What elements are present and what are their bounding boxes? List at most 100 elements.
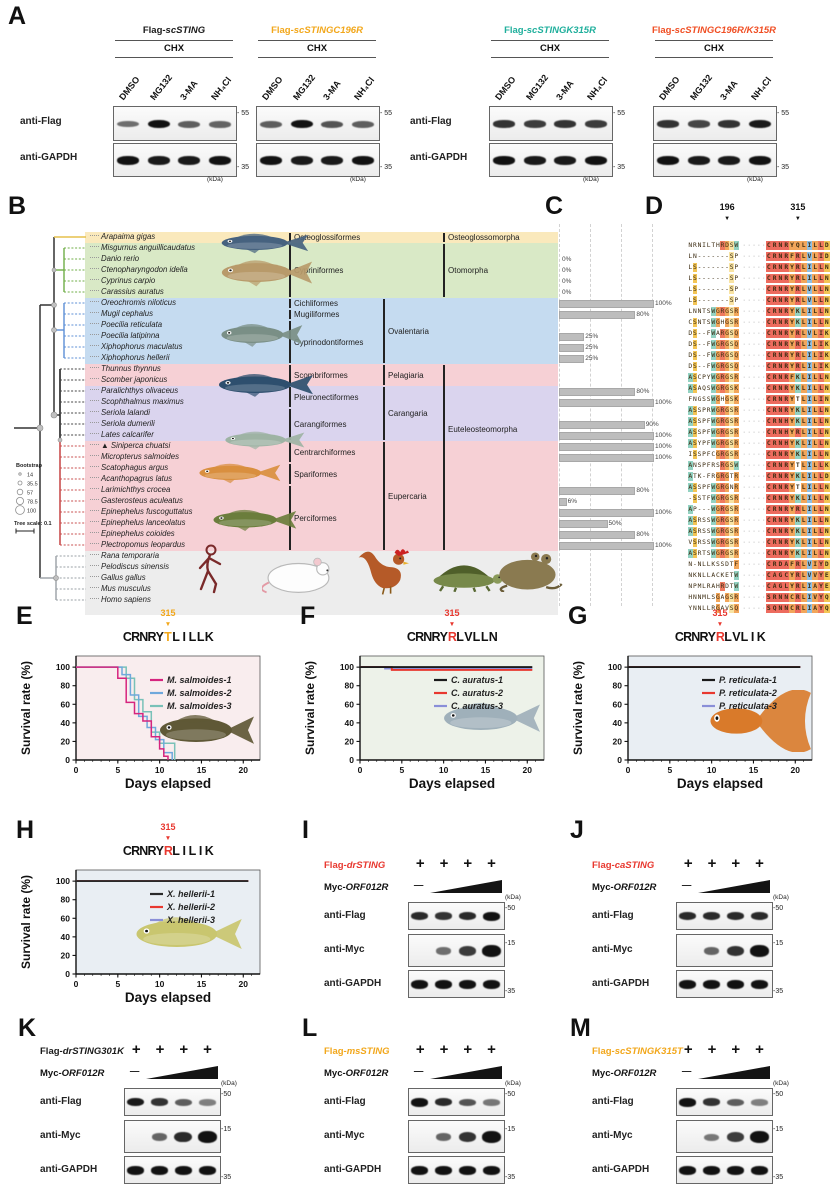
svg-text:C. auratus-2: C. auratus-2 <box>451 688 503 698</box>
residue: S <box>692 482 698 492</box>
residue: C <box>765 504 772 514</box>
leader-line <box>90 378 99 379</box>
residue: C <box>122 630 132 644</box>
residue: G <box>724 449 730 459</box>
survival-plot-H: 0 5 10 15 20 0 20 40 60 80 100 X. hellerii-1 X. hell… <box>19 869 261 1005</box>
title-underline <box>115 40 233 41</box>
residue: G <box>777 581 784 591</box>
residue: R <box>720 383 725 393</box>
residue: Q <box>823 603 830 613</box>
svg-text:57: 57 <box>27 491 33 497</box>
residue: N <box>692 604 697 612</box>
residue: R <box>783 295 790 305</box>
residue: T <box>795 395 800 403</box>
residue: N <box>697 318 702 326</box>
residue: - <box>697 252 702 260</box>
residue: I <box>806 416 813 426</box>
residue: R <box>771 383 778 393</box>
residue: N <box>783 603 790 613</box>
alignment-gap: ····· <box>742 517 768 524</box>
residue: L <box>818 548 824 558</box>
alignment-row: ASAQSWGRGSK ·····C R N R Y K L I L L N <box>688 375 830 394</box>
species-name: Acanthopagrus latus <box>90 474 172 484</box>
residue: R <box>771 438 778 448</box>
residue: G <box>715 482 721 492</box>
svg-text:Bootstrap: Bootstrap <box>16 463 43 469</box>
residue: L <box>800 383 807 393</box>
panel-k-label: K <box>18 1014 37 1042</box>
svg-text:10: 10 <box>439 765 449 775</box>
residue: S <box>729 603 734 613</box>
leader-line <box>90 400 99 401</box>
residue: L <box>740 630 749 644</box>
residue: R <box>783 317 790 327</box>
residue: T <box>692 472 697 480</box>
protein-band <box>718 120 741 129</box>
percentage-label: 100% <box>655 299 672 307</box>
residue: C <box>765 405 772 415</box>
site-315-label: 315 ▼ <box>444 608 460 628</box>
residue: R <box>715 630 725 644</box>
residue: R <box>771 460 778 470</box>
protein-band <box>147 156 170 166</box>
residue: G <box>724 383 730 393</box>
svg-text:40: 40 <box>345 718 355 728</box>
residue: S <box>729 416 734 426</box>
species-name: Epinephelus lanceolatus <box>90 518 186 528</box>
residue: A <box>688 482 693 492</box>
residue: C <box>765 460 772 470</box>
residue: T <box>711 241 716 249</box>
residue: K <box>692 571 697 579</box>
residue: S <box>692 262 698 272</box>
alignment-row: ASRSSWGRGSR ·····C R N R Y K L I L L N <box>688 518 830 537</box>
protein-band <box>554 156 577 166</box>
residue: R <box>720 427 725 437</box>
svg-text:80: 80 <box>613 681 623 691</box>
residue: G <box>724 548 730 558</box>
svg-text:M. salmoides-3: M. salmoides-3 <box>167 701 232 711</box>
mandarin-fish-illustration-icon <box>225 431 305 450</box>
plus-sign: + <box>203 1041 212 1058</box>
residue: C <box>765 515 772 525</box>
residue: V <box>806 559 813 569</box>
residue: L <box>800 482 807 492</box>
residue: S <box>729 394 734 404</box>
residue: K <box>794 515 801 525</box>
survival-plot-F: 0 5 10 15 20 0 20 40 60 80 100 C. auratus-1 C. aurat… <box>303 655 545 791</box>
residue: G <box>715 361 721 371</box>
residue: R <box>783 471 790 481</box>
residue: V <box>806 295 813 305</box>
residue: C <box>765 416 772 426</box>
residue: P <box>702 406 706 414</box>
residue: R <box>147 630 157 644</box>
residue: C <box>765 449 772 459</box>
residue: W <box>710 306 716 316</box>
residue: C <box>406 630 416 644</box>
residue: N <box>777 383 784 393</box>
residue: N <box>777 449 784 459</box>
lane-label: 3-MA <box>554 78 576 102</box>
leader-line <box>90 323 99 324</box>
residue: S <box>702 516 706 524</box>
residue: Y <box>789 526 795 536</box>
residue: I <box>182 844 187 858</box>
residue: Y <box>789 295 795 305</box>
residue: A <box>771 570 778 580</box>
residue: S <box>729 515 734 525</box>
alignment-row: LS-------SP ·····C R N R Y R L V L L N <box>688 287 830 306</box>
residue: R <box>771 361 778 371</box>
residue: V <box>464 630 473 644</box>
residue: L <box>812 427 819 437</box>
residue: Y <box>688 604 693 612</box>
residue: Q <box>733 350 739 360</box>
residue: N <box>777 548 784 558</box>
leader-line <box>90 422 99 423</box>
residue: A <box>688 372 693 382</box>
residue: K <box>204 844 214 858</box>
residue: - <box>697 263 702 271</box>
svg-text:5: 5 <box>399 765 404 775</box>
residue: L <box>172 844 180 858</box>
residue: S <box>765 603 772 613</box>
residue: T <box>702 494 706 502</box>
svg-text:0: 0 <box>358 765 363 775</box>
